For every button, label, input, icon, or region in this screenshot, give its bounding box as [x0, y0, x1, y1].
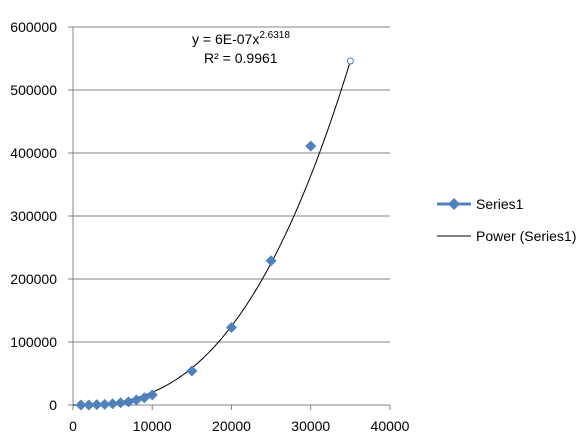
trendline: [73, 57, 354, 406]
data-point: [83, 399, 95, 411]
data-point: [99, 398, 111, 410]
legend-trendline-label: Power (Series1): [476, 228, 576, 244]
data-point: [122, 396, 134, 408]
trendline-end-marker: [346, 57, 354, 65]
x-tick-label: 30000: [291, 418, 330, 434]
y-tick-label: 600000: [10, 19, 57, 35]
data-point: [146, 389, 158, 401]
data-point: [75, 399, 87, 411]
trendline-path: [73, 60, 351, 406]
legend: Series1 Power (Series1): [437, 196, 576, 244]
x-axis-tick-labels: 0 10000 20000 30000 40000: [69, 418, 410, 434]
legend-series1-marker: [448, 198, 460, 210]
trendline-equation: y = 6E-07x2.6318: [192, 30, 290, 47]
series-points: [75, 140, 317, 411]
data-point: [226, 322, 237, 334]
y-tick-label: 200000: [10, 271, 57, 287]
legend-item-trendline: Power (Series1): [437, 228, 576, 244]
legend-series1-label: Series1: [476, 196, 524, 212]
y-tick-label: 500000: [10, 82, 57, 98]
y-tick-label: 300000: [10, 208, 57, 224]
x-tick-label: 40000: [371, 418, 410, 434]
data-point: [91, 399, 103, 411]
x-tick-label: 20000: [212, 418, 251, 434]
x-tick-label: 0: [69, 418, 77, 434]
data-point: [130, 394, 142, 406]
y-tick-label: 0: [49, 397, 57, 413]
gridlines: [73, 26, 390, 343]
data-point: [115, 397, 127, 409]
y-axis-tick-labels: 0 100000 200000 300000 400000 500000 600000: [10, 19, 57, 413]
axes: [68, 26, 391, 410]
data-point: [265, 255, 277, 267]
data-point: [305, 140, 317, 152]
x-tick-label: 10000: [133, 418, 172, 434]
data-point: [186, 365, 198, 377]
data-point: [107, 398, 119, 410]
y-tick-label: 100000: [10, 334, 57, 350]
legend-item-series1: Series1: [437, 196, 524, 212]
trendline-r-squared: R² = 0.9961: [204, 50, 278, 66]
y-tick-label: 400000: [10, 145, 57, 161]
